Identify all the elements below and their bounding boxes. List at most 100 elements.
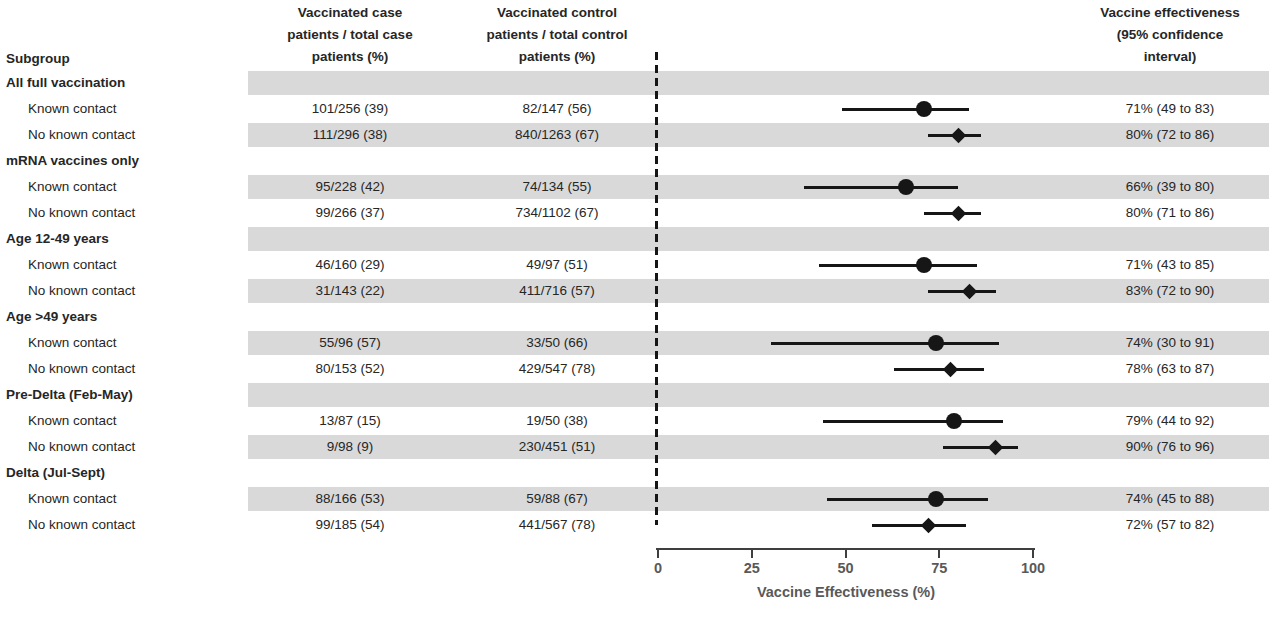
row-label: Known contact	[28, 486, 117, 512]
effectiveness-ci-value: 80% (71 to 86)	[1060, 200, 1280, 226]
point-estimate-marker-diamond	[920, 517, 936, 533]
forest-row-item: No known contact111/296 (38)840/1263 (67…	[0, 122, 1280, 148]
forest-row-item: No known contact 99/266 (37)734/1102 (67)…	[0, 200, 1280, 226]
effectiveness-ci-value: 90% (76 to 96)	[1060, 434, 1280, 460]
row-label: No known contact	[28, 434, 135, 460]
control-patients-value: 429/547 (78)	[447, 356, 667, 382]
forest-row-group: mRNA vaccines only	[0, 148, 1280, 174]
effectiveness-ci-value: 66% (39 to 80)	[1060, 174, 1280, 200]
control-patients-value: 49/97 (51)	[447, 252, 667, 278]
case-patients-value: 101/256 (39)	[240, 96, 460, 122]
confidence-interval-line	[819, 264, 977, 267]
case-patients-value: 31/143 (22)	[240, 278, 460, 304]
control-patients-value: 19/50 (38)	[447, 408, 667, 434]
control-patients-value: 230/451 (51)	[447, 434, 667, 460]
confidence-interval-line	[872, 524, 966, 527]
control-patients-value: 441/567 (78)	[447, 512, 667, 538]
row-label: Known contact	[28, 408, 117, 434]
case-patients-value: 99/266 (37)	[240, 200, 460, 226]
forest-row-item: Known contact 13/87 (15)19/50 (38) 79% (44…	[0, 408, 1280, 434]
control-patients-value: 82/147 (56)	[447, 96, 667, 122]
forest-row-item: No known contact 99/185 (54)441/567 (78) 7…	[0, 512, 1280, 538]
forest-row-group: Pre-Delta (Feb-May)	[0, 382, 1280, 408]
row-label: No known contact	[28, 200, 135, 226]
x-axis-tick-label: 100	[1011, 560, 1055, 576]
x-axis-tick-label: 50	[824, 560, 868, 576]
point-estimate-marker-circle	[898, 179, 914, 195]
row-label: No known contact	[28, 512, 135, 538]
forest-row-group: All full vaccination	[0, 70, 1280, 96]
forest-row-group: Age 12-49 years	[0, 226, 1280, 252]
x-axis-tick-mark	[1032, 548, 1034, 558]
row-label: All full vaccination	[6, 70, 125, 96]
confidence-interval-line	[771, 342, 1000, 345]
row-label: Known contact	[28, 252, 117, 278]
control-patients-value: 33/50 (66)	[447, 330, 667, 356]
x-axis-tick-label: 25	[730, 560, 774, 576]
forest-row-group: Age >49 years	[0, 304, 1280, 330]
x-axis-label: Vaccine Effectiveness (%)	[645, 584, 1047, 600]
case-patients-value: 13/87 (15)	[240, 408, 460, 434]
forest-plot-figure: Subgroup Vaccinated case patients / tota…	[0, 0, 1280, 618]
point-estimate-marker-circle	[916, 257, 932, 273]
effectiveness-ci-value: 71% (49 to 83)	[1060, 96, 1280, 122]
row-label: No known contact	[28, 122, 135, 148]
forest-rows-container: All full vaccinationKnown contact101/256…	[0, 0, 1280, 618]
x-axis-tick-mark	[751, 548, 753, 558]
point-estimate-marker-circle	[946, 413, 962, 429]
control-patients-value: 734/1102 (67)	[447, 200, 667, 226]
forest-row-item: Known contact 88/166 (53)59/88 (67) 74% (4…	[0, 486, 1280, 512]
point-estimate-marker-diamond	[943, 361, 959, 377]
row-label: mRNA vaccines only	[6, 148, 139, 174]
confidence-interval-line	[894, 368, 984, 371]
effectiveness-ci-value: 79% (44 to 92)	[1060, 408, 1280, 434]
zero-reference-dashed-line	[655, 52, 658, 525]
forest-row-item: No known contact 31/143 (22)411/716 (57) 8…	[0, 278, 1280, 304]
row-label: Age >49 years	[6, 304, 97, 330]
forest-row-group: Delta (Jul-Sept)	[0, 460, 1280, 486]
control-patients-value: 840/1263 (67)	[447, 122, 667, 148]
control-patients-value: 59/88 (67)	[447, 486, 667, 512]
case-patients-value: 88/166 (53)	[240, 486, 460, 512]
forest-row-item: No known contact 80/153 (52)429/547 (78) 7…	[0, 356, 1280, 382]
confidence-interval-line	[823, 420, 1003, 423]
confidence-interval-line	[842, 108, 970, 111]
point-estimate-marker-circle	[928, 491, 944, 507]
case-patients-value: 9/98 (9)	[240, 434, 460, 460]
x-axis-tick-mark	[657, 548, 659, 558]
row-label: Pre-Delta (Feb-May)	[6, 382, 133, 408]
effectiveness-ci-value: 72% (57 to 82)	[1060, 512, 1280, 538]
row-label: No known contact	[28, 356, 135, 382]
case-patients-value: 80/153 (52)	[240, 356, 460, 382]
point-estimate-marker-diamond	[950, 205, 966, 221]
control-patients-value: 411/716 (57)	[447, 278, 667, 304]
row-label: Known contact	[28, 330, 117, 356]
row-shading-band	[248, 383, 1269, 407]
case-patients-value: 55/96 (57)	[240, 330, 460, 356]
effectiveness-ci-value: 71% (43 to 85)	[1060, 252, 1280, 278]
point-estimate-marker-circle	[916, 101, 932, 117]
case-patients-value: 95/228 (42)	[240, 174, 460, 200]
forest-row-item: Known contact 101/256 (39)82/147 (56) 71% …	[0, 96, 1280, 122]
case-patients-value: 99/185 (54)	[240, 512, 460, 538]
effectiveness-ci-value: 74% (45 to 88)	[1060, 486, 1280, 512]
row-label: Known contact	[28, 174, 117, 200]
confidence-interval-line	[804, 186, 958, 189]
row-label: Age 12-49 years	[6, 226, 109, 252]
effectiveness-ci-value: 80% (72 to 86)	[1060, 122, 1280, 148]
confidence-interval-line	[943, 446, 1018, 449]
confidence-interval-line	[827, 498, 988, 501]
x-axis-tick-mark	[845, 548, 847, 558]
case-patients-value: 46/160 (29)	[240, 252, 460, 278]
effectiveness-ci-value: 78% (63 to 87)	[1060, 356, 1280, 382]
control-patients-value: 74/134 (55)	[447, 174, 667, 200]
row-shading-band	[248, 227, 1269, 251]
effectiveness-ci-value: 74% (30 to 91)	[1060, 330, 1280, 356]
forest-row-item: Known contact 55/96 (57)33/50 (66) 74% (30…	[0, 330, 1280, 356]
row-label: Known contact	[28, 96, 117, 122]
x-axis-tick-mark	[938, 548, 940, 558]
effectiveness-ci-value: 83% (72 to 90)	[1060, 278, 1280, 304]
row-label: No known contact	[28, 278, 135, 304]
point-estimate-marker-circle	[928, 335, 944, 351]
row-label: Delta (Jul-Sept)	[6, 460, 105, 486]
